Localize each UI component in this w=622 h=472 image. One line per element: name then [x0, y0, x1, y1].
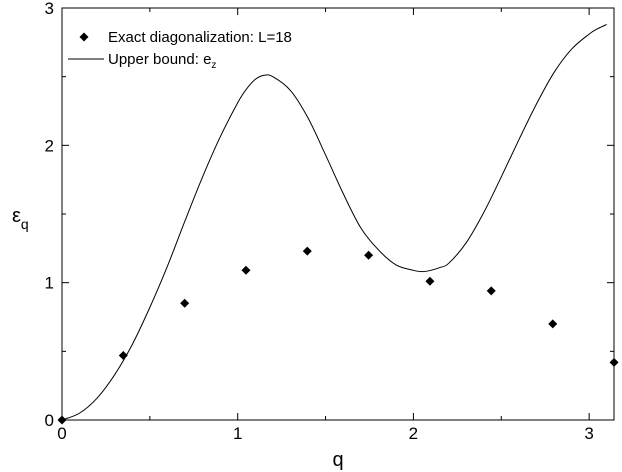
data-point [241, 265, 251, 275]
data-point [425, 276, 435, 286]
x-axis-label: q [332, 449, 343, 471]
legend-label-exact: Exact diagonalization: L=18 [108, 29, 292, 46]
x-tick-label: 1 [233, 424, 242, 443]
legend-label-upper-subscript: z [211, 60, 216, 71]
y-tick-label: 3 [45, 0, 54, 18]
x-tick-label: 2 [409, 424, 418, 443]
x-tick-label: 0 [57, 424, 66, 443]
legend-label-upper: Upper bound: ez [108, 51, 216, 71]
exact-diag-points [57, 246, 619, 425]
data-point [364, 250, 374, 260]
tick-labels: 0 1 2 3 0 1 2 3 [45, 0, 594, 443]
y-axis-label: εq [12, 205, 29, 232]
upper-bound-line [61, 24, 607, 421]
data-point [302, 246, 312, 256]
y-axis-label-main: ε [12, 205, 21, 227]
data-point [486, 286, 496, 296]
y-tick-label: 2 [45, 136, 54, 155]
data-point [118, 350, 128, 360]
data-point [180, 298, 190, 308]
data-point [57, 415, 67, 425]
y-tick-label: 1 [45, 274, 54, 293]
plot-frame [61, 7, 615, 421]
data-point [548, 319, 558, 329]
y-tick-label: 0 [45, 411, 54, 430]
legend-label-upper-main: Upper bound: e [108, 51, 211, 68]
legend-marker-diamond [79, 32, 89, 42]
data-point [609, 357, 619, 367]
legend: Exact diagonalization: L=18 Upper bound:… [68, 29, 292, 71]
x-tick-label: 3 [584, 424, 593, 443]
y-axis-label-subscript: q [21, 216, 29, 232]
ticks [61, 7, 614, 421]
